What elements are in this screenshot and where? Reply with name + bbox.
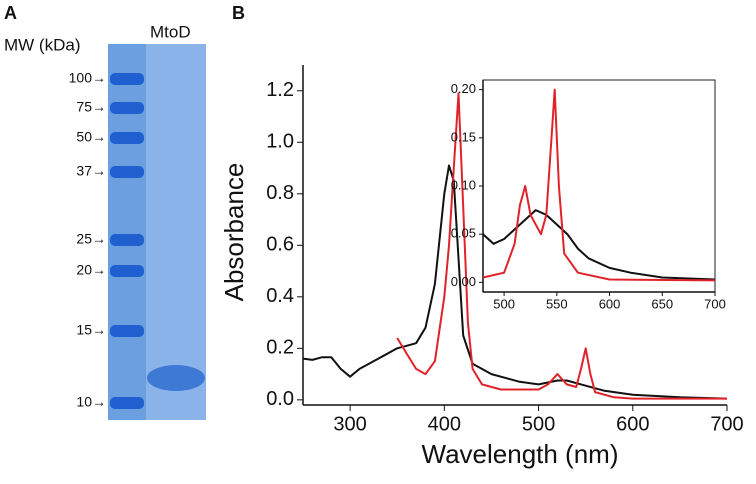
x-tick-label: 650	[651, 297, 673, 312]
lane-label: MtoD	[150, 22, 191, 41]
marker-label: 15→	[76, 322, 106, 338]
x-tick-label: 600	[616, 413, 649, 435]
x-tick-label: 700	[704, 297, 726, 312]
y-tick-label: 0.0	[266, 388, 294, 410]
plot-frame	[482, 79, 716, 293]
x-tick-label: 500	[522, 413, 555, 435]
y-tick-label: 0.6	[266, 234, 294, 256]
mw-label: MW (kDa)	[4, 35, 80, 54]
marker-band	[110, 132, 144, 144]
spectrum-line	[482, 209, 716, 281]
y-tick-label: 0.2	[266, 337, 294, 359]
marker-label: 37→	[76, 163, 106, 179]
y-tick-label: 0.00	[451, 274, 476, 289]
y-axis-label: Absorbance	[219, 163, 249, 302]
x-axis-label: Wavelength (nm)	[422, 439, 619, 469]
marker-band	[110, 325, 144, 337]
marker-band	[110, 102, 144, 114]
marker-band	[110, 265, 144, 277]
x-tick-label: 500	[493, 297, 515, 312]
sample-band	[147, 365, 205, 391]
y-tick-label: 0.15	[451, 129, 476, 144]
panel-label: B	[232, 3, 245, 23]
marker-label: 75→	[76, 99, 106, 115]
y-tick-label: 0.4	[266, 285, 294, 307]
y-tick-label: 0.05	[451, 226, 476, 241]
spectrum-line	[482, 88, 716, 282]
marker-label: 25→	[76, 231, 106, 247]
panel-label: A	[4, 3, 17, 23]
spectrum-line	[396, 92, 727, 400]
x-tick-label: 700	[710, 413, 743, 435]
marker-band	[110, 166, 144, 178]
marker-label: 100→	[69, 70, 106, 86]
marker-band	[110, 397, 144, 409]
x-tick-label: 400	[428, 413, 461, 435]
marker-band	[110, 73, 144, 85]
y-tick-label: 0.10	[451, 177, 476, 192]
y-tick-label: 1.0	[266, 131, 294, 153]
marker-band	[110, 234, 144, 246]
y-tick-label: 0.8	[266, 182, 294, 204]
y-tick-label: 1.2	[266, 79, 294, 101]
marker-label: 50→	[76, 129, 106, 145]
gel-lane	[146, 44, 206, 420]
x-tick-label: 600	[599, 297, 621, 312]
marker-label: 20→	[76, 262, 106, 278]
marker-label: 10→	[76, 394, 106, 410]
x-tick-label: 550	[546, 297, 568, 312]
spectrum-line	[302, 164, 728, 400]
y-tick-label: 0.20	[451, 81, 476, 96]
x-tick-label: 300	[333, 413, 366, 435]
